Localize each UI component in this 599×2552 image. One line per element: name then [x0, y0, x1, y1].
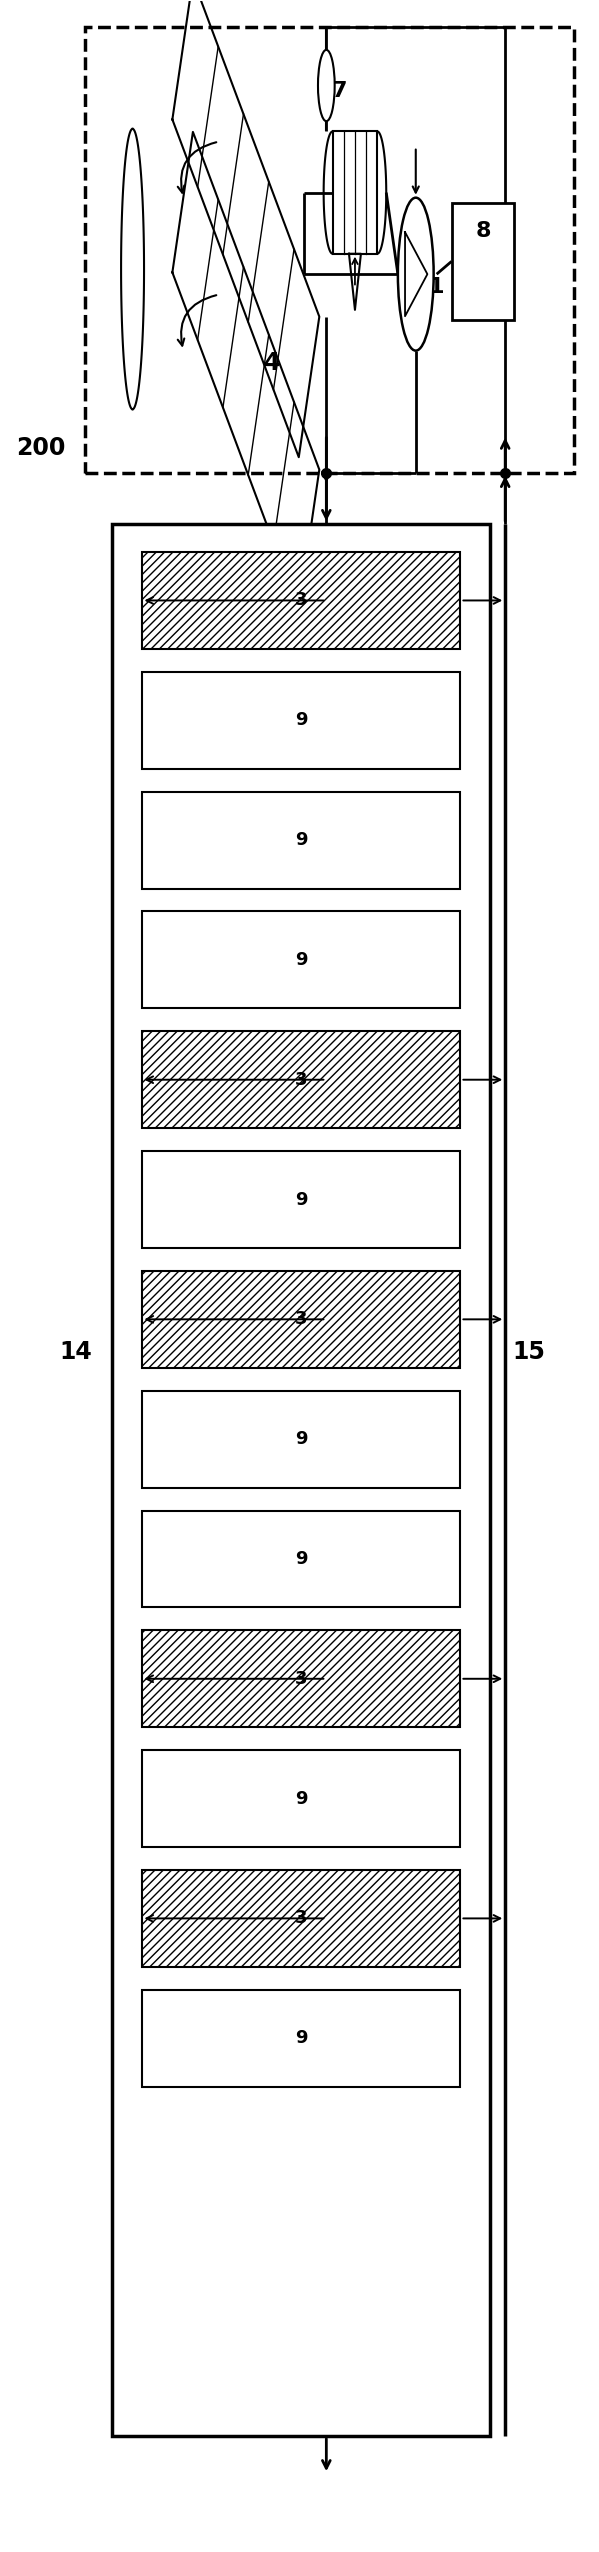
Circle shape [318, 51, 335, 120]
Text: 9: 9 [295, 952, 307, 970]
Text: 9: 9 [295, 1549, 307, 1567]
Text: 3: 3 [295, 592, 307, 610]
Text: 200: 200 [16, 436, 66, 459]
Text: 3: 3 [295, 1072, 307, 1090]
Bar [141, 1511, 461, 1608]
Text: 9: 9 [295, 712, 307, 730]
Text: 14: 14 [59, 1340, 92, 1365]
Text: 9: 9 [295, 832, 307, 850]
Text: 1: 1 [428, 278, 444, 296]
Bar [141, 671, 461, 768]
Circle shape [398, 197, 434, 350]
Text: 9: 9 [295, 2029, 307, 2047]
Bar [141, 551, 461, 648]
Text: 9: 9 [295, 1789, 307, 1807]
Bar [141, 1871, 461, 1968]
Bar [141, 911, 461, 1008]
Bar [332, 130, 377, 253]
Text: 4: 4 [265, 352, 281, 375]
Bar [452, 202, 514, 319]
Bar [85, 28, 574, 472]
Bar [141, 1631, 461, 1728]
Bar [141, 1031, 461, 1128]
Text: 8: 8 [476, 222, 491, 240]
Bar [141, 1751, 461, 1848]
Bar [141, 1151, 461, 1248]
Bar [141, 1391, 461, 1488]
Text: 7: 7 [332, 82, 347, 100]
Bar [111, 523, 491, 2437]
Text: 15: 15 [513, 1340, 546, 1365]
Text: 3: 3 [295, 1309, 307, 1330]
Text: 9: 9 [295, 1429, 307, 1447]
Text: 3: 3 [295, 1669, 307, 1687]
Bar [141, 1271, 461, 1368]
Bar [141, 791, 461, 888]
Bar [141, 1991, 461, 2088]
Text: 9: 9 [295, 1192, 307, 1210]
Text: 3: 3 [295, 1909, 307, 1927]
